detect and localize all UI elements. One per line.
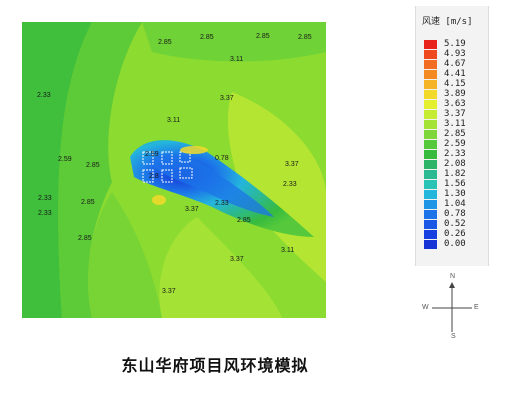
contour-label: 2.85 xyxy=(200,34,214,41)
contour-label: 3.37 xyxy=(185,206,199,213)
legend-swatch xyxy=(424,210,437,219)
compass-south-label: S xyxy=(451,333,456,340)
building xyxy=(142,151,154,165)
legend-value: 4.41 xyxy=(444,69,466,79)
legend-value: 0.00 xyxy=(444,239,466,249)
legend-swatch xyxy=(424,70,437,79)
compass-rose: N E S W xyxy=(412,270,492,350)
contour-label: 3.37 xyxy=(230,256,244,263)
contour-label: 2.8 xyxy=(149,173,159,180)
legend-title: 风速 [m/s] xyxy=(422,17,473,27)
legend-swatch xyxy=(424,130,437,139)
legend-value: 2.08 xyxy=(444,159,466,169)
legend-value: 2.85 xyxy=(444,129,466,139)
legend-swatch xyxy=(424,160,437,169)
legend-swatch xyxy=(424,50,437,59)
legend-value: 0.52 xyxy=(444,219,466,229)
accel-zone-bottom xyxy=(152,195,166,205)
legend-swatch xyxy=(424,110,437,119)
compass-east-label: E xyxy=(474,304,479,311)
legend-value: 1.04 xyxy=(444,199,466,209)
contour-label: 0.78 xyxy=(215,155,229,162)
accel-zone-top xyxy=(180,146,208,154)
legend-swatch xyxy=(424,150,437,159)
wind-speed-legend: 风速 [m/s] 5.19 4.93 4.67 4.41 4.15 3.89 3.63 3.3… xyxy=(415,6,489,266)
legend-swatch xyxy=(424,190,437,199)
contour-label: 2.33 xyxy=(215,200,229,207)
band-bottom-yellow xyxy=(159,217,282,318)
contour-label: 3.11 xyxy=(281,247,295,254)
legend-value: 1.56 xyxy=(444,179,466,189)
figure-caption: 东山华府项目风环境模拟 xyxy=(121,356,309,375)
band-left-mid xyxy=(58,22,142,318)
legend-value: 5.19 xyxy=(444,39,466,49)
contour-label: 3.37 xyxy=(220,95,234,102)
legend-swatch xyxy=(424,220,437,229)
band-top xyxy=(142,22,326,62)
band-bottom-left xyxy=(88,192,162,318)
contour-label: 2.33 xyxy=(37,92,51,99)
legend-value: 2.59 xyxy=(444,139,466,149)
contour-label: 2.85 xyxy=(81,199,95,206)
contour-label: 2.85 xyxy=(256,33,270,40)
legend-value: 3.11 xyxy=(444,119,466,129)
legend-swatch xyxy=(424,200,437,209)
legend-swatch xyxy=(424,240,437,249)
contour-label: 2.85 xyxy=(298,34,312,41)
contour-label: 2.85 xyxy=(86,162,100,169)
legend-swatch xyxy=(424,120,437,129)
band-left-dark xyxy=(22,22,92,318)
legend-swatch xyxy=(424,80,437,89)
contour-label: 2.85 xyxy=(78,235,92,242)
legend-value: 1.30 xyxy=(444,189,466,199)
wake-inner xyxy=(150,154,274,217)
legend-value: 2.33 xyxy=(444,149,466,159)
contour-label: 2.59 xyxy=(58,156,72,163)
building xyxy=(142,169,154,183)
contour-label: 2.33 xyxy=(38,195,52,202)
legend-value: 3.89 xyxy=(444,89,466,99)
contour-label: 2.85 xyxy=(237,217,251,224)
contour-label: 2.33 xyxy=(38,210,52,217)
legend-value: 4.67 xyxy=(444,59,466,69)
legend-swatch xyxy=(424,40,437,49)
legend-value: 3.63 xyxy=(444,99,466,109)
contour-label: 2.85 xyxy=(158,39,172,46)
legend-swatch xyxy=(424,90,437,99)
legend-swatch xyxy=(424,100,437,109)
contour-label: 3.11 xyxy=(167,117,181,124)
contour-field xyxy=(22,22,326,318)
legend-value: 1.82 xyxy=(444,169,466,179)
contour-label: 3.37 xyxy=(162,288,176,295)
legend-swatch xyxy=(424,140,437,149)
building-outlines xyxy=(142,151,193,183)
legend-swatch xyxy=(424,170,437,179)
legend-value: 0.78 xyxy=(444,209,466,219)
contour-label: 2.33 xyxy=(283,181,297,188)
legend-value: 4.93 xyxy=(444,49,466,59)
legend-value: 4.15 xyxy=(444,79,466,89)
legend-swatch xyxy=(424,60,437,69)
contour-label: 3.37 xyxy=(285,161,299,168)
contour-label: 2.59 xyxy=(145,151,159,158)
legend-swatch xyxy=(424,180,437,189)
compass-west-label: W xyxy=(422,304,429,311)
building xyxy=(161,169,173,183)
compass-north-label: N xyxy=(450,273,456,280)
compass-icon xyxy=(432,282,472,332)
legend-value: 3.37 xyxy=(444,109,466,119)
wind-speed-contour-map: 2.85 2.85 2.85 2.85 3.11 2.33 3.37 3.11 … xyxy=(22,22,326,318)
legend-swatch xyxy=(424,230,437,239)
building xyxy=(179,167,193,179)
building xyxy=(161,151,173,165)
contour-label: 3.11 xyxy=(230,56,244,63)
legend-value: 0.26 xyxy=(444,229,466,239)
